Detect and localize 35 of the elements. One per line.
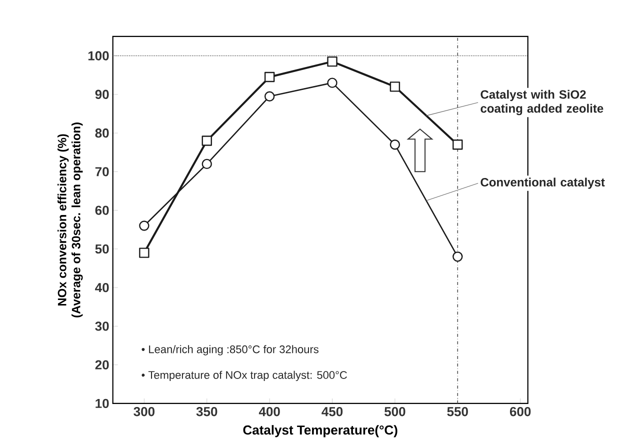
y-tick-label: 20	[95, 360, 109, 370]
point	[139, 220, 150, 231]
point	[139, 248, 150, 258]
y-tick-label: 30	[95, 322, 109, 331]
text: Conventional catalyst	[480, 178, 605, 189]
x-tick-label: 350	[196, 406, 218, 416]
x-tick-label: 300	[134, 406, 154, 416]
point	[202, 136, 212, 146]
y-tick-label: 70	[95, 167, 109, 176]
point	[390, 82, 400, 92]
point	[327, 56, 338, 67]
y-tick-label: 40	[95, 282, 109, 292]
x-tick-label: 500	[384, 406, 406, 416]
point	[452, 252, 463, 262]
point	[327, 78, 338, 88]
point	[264, 72, 275, 82]
x-axis-title: Catalyst Temperature(°C)	[243, 425, 398, 438]
y-axis-title: NOx conversion efficiency (%) (Average of 30sec. lean operation)	[58, 122, 83, 318]
annotation: • Lean/rich aging :850°C for 32hours	[142, 345, 318, 356]
y-tick-label: 10	[96, 398, 109, 408]
y-tick-label: 50	[95, 244, 109, 254]
y-tick-label: 100	[88, 51, 109, 60]
x-tick-label: 450	[322, 406, 343, 416]
point	[390, 140, 400, 150]
y-tick-label: 90	[95, 90, 109, 100]
x-tick-label: 550	[447, 406, 468, 416]
y-tick-label: 80	[95, 128, 109, 138]
point	[452, 140, 463, 150]
y-tick-label: 60	[95, 206, 109, 215]
annotation: • Temperature of NOx trap catalyst: 500°C	[142, 370, 347, 382]
x-tick-label: 600	[510, 406, 531, 416]
point	[264, 91, 275, 102]
point	[202, 158, 212, 170]
text: Catalyst with SiO2 coating added zeolite	[480, 90, 604, 116]
x-tick-label: 400	[258, 406, 280, 416]
